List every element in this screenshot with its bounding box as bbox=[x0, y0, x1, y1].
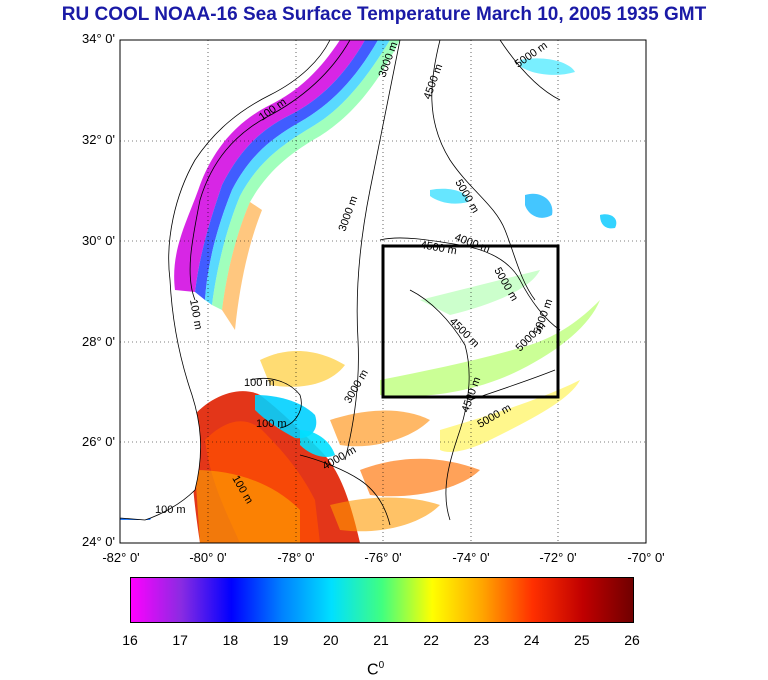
lon-tick-74: -74° 0' bbox=[452, 550, 490, 565]
region-box bbox=[381, 244, 560, 399]
colorbar-tick-21: 21 bbox=[373, 632, 389, 648]
bathymetry-contours bbox=[189, 39, 561, 526]
colorbar-tick-22: 22 bbox=[423, 632, 439, 648]
land bbox=[119, 39, 331, 521]
colorbar-tick-20: 20 bbox=[323, 632, 339, 648]
contour-label: 100 m bbox=[244, 377, 275, 389]
contour-label: 100 m bbox=[155, 504, 186, 516]
colorbar-unit: C bbox=[367, 661, 379, 679]
lat-tick-30: 30° 0' bbox=[82, 233, 115, 248]
lon-tick-76: -76° 0' bbox=[364, 550, 402, 565]
colorbar-tick-18: 18 bbox=[222, 632, 239, 648]
lon-tick-72: -72° 0' bbox=[539, 550, 577, 565]
temperature-colorbar bbox=[130, 577, 634, 623]
colorbar-tick-23: 23 bbox=[473, 632, 490, 648]
lon-tick-82: -82° 0' bbox=[102, 550, 140, 565]
lat-tick-26: 26° 0' bbox=[82, 434, 115, 449]
plot-frame bbox=[119, 39, 647, 544]
colorbar-tick-17: 17 bbox=[172, 632, 188, 648]
lat-tick-34: 34° 0' bbox=[82, 31, 115, 46]
contour-label: 100 m bbox=[187, 298, 204, 330]
colorbar-tick-26: 26 bbox=[624, 632, 640, 648]
lat-tick-28: 28° 0' bbox=[82, 334, 115, 349]
lon-tick-80: -80° 0' bbox=[189, 550, 227, 565]
colorbar-tick-16: 16 bbox=[122, 632, 138, 648]
colorbar-tick-25: 25 bbox=[574, 632, 590, 648]
colorbar-tick-19: 19 bbox=[272, 632, 289, 648]
contour-label: 100 m bbox=[256, 418, 287, 430]
lon-tick-70: -70° 0' bbox=[627, 550, 665, 565]
lat-tick-32: 32° 0' bbox=[82, 132, 115, 147]
lat-tick-24: 24° 0' bbox=[82, 534, 115, 549]
colorbar-unit-sup: 0 bbox=[378, 660, 385, 671]
colorbar-tick-24: 24 bbox=[523, 632, 540, 648]
map-title: RU COOL NOAA-16 Sea Surface Temperature … bbox=[61, 4, 707, 25]
colorbar-unit-label: C0 bbox=[367, 660, 384, 679]
lon-tick-78: -78° 0' bbox=[277, 550, 315, 565]
